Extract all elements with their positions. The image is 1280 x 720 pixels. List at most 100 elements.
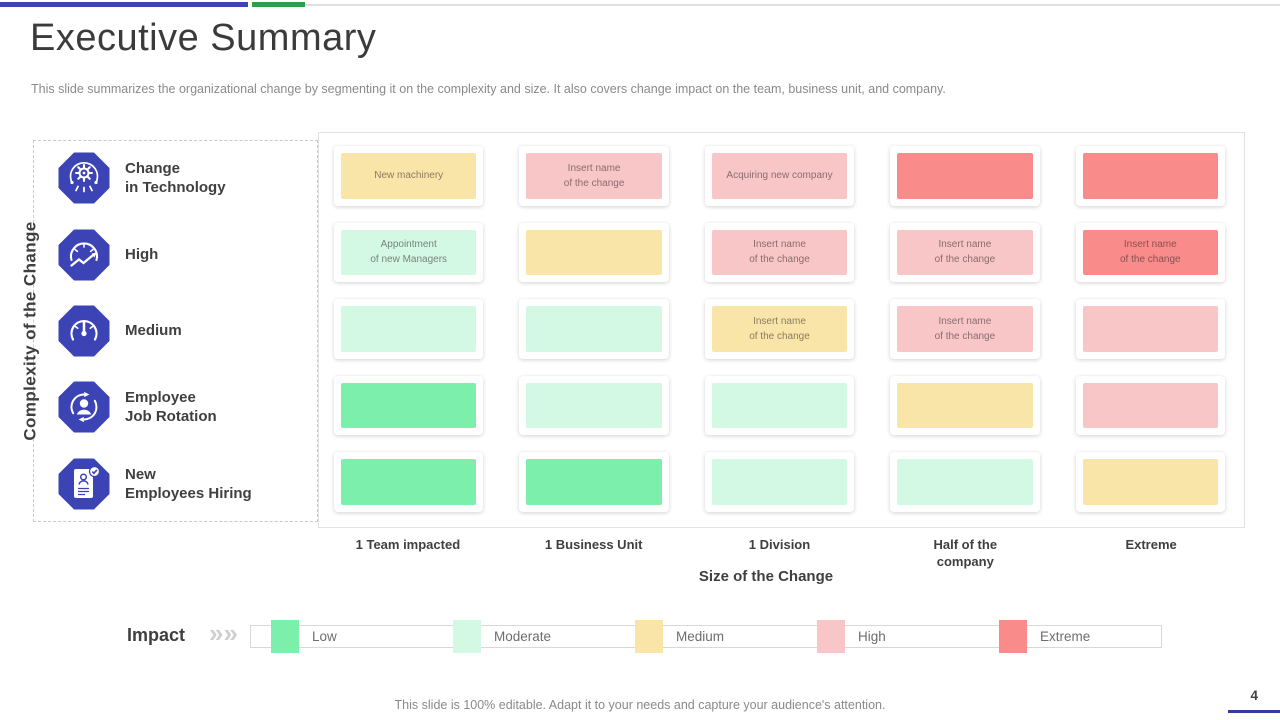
legend-swatch-low [271, 620, 299, 653]
matrix-cell-r1c1: New machinery [334, 146, 484, 206]
complexity-item-high-gauge: High [58, 216, 308, 292]
complexity-item-label: Employee Job Rotation [125, 389, 217, 426]
cell-text: Insert name of the change [749, 315, 810, 342]
cell-fill-high [1082, 306, 1218, 352]
cell-text: Acquiring new company [726, 170, 833, 182]
legend-label: High [858, 629, 886, 644]
matrix-cell-r5c1 [334, 452, 484, 512]
impact-matrix: New machinery Insert name of the change Ac… [318, 132, 1245, 528]
impact-legend-bar: Low Moderate Medium High Extreme [250, 620, 1162, 653]
medium-gauge-icon [58, 305, 110, 357]
legend-item-extreme: Extreme [979, 620, 1161, 653]
cell-text: New machinery [374, 170, 444, 182]
matrix-cell-r5c5 [1075, 452, 1225, 512]
cell-fill-low [341, 382, 477, 429]
high-gauge-icon [58, 229, 110, 281]
matrix-cell-r4c2 [519, 375, 669, 436]
complexity-item-label: Change in Technology [125, 160, 226, 197]
cell-fill-moderate [711, 459, 848, 505]
complexity-item-technology-change: Change in Technology [58, 140, 308, 216]
x-axis-label-1: 1 Team impacted [355, 537, 461, 552]
legend-swatch-extreme [999, 620, 1027, 653]
cell-fill-moderate [711, 382, 848, 429]
complexity-item-medium-gauge: Medium [58, 293, 308, 369]
cell-fill-moderate [526, 306, 662, 352]
topbar-divider-line [305, 4, 1280, 6]
cell-fill-extreme [897, 153, 1033, 199]
cell-text: Appointment of new Managers [370, 239, 448, 266]
cell-fill-moderate [341, 306, 477, 352]
chevrons-icon: »» [209, 618, 238, 648]
cell-fill-high: Insert name of the change [526, 153, 662, 199]
legend-item-moderate: Moderate [433, 620, 615, 653]
matrix-cell-r4c5 [1075, 375, 1225, 436]
matrix-cell-r2c5: Insert name of the change [1075, 222, 1225, 283]
matrix-cell-r2c4: Insert name of the change [890, 222, 1040, 283]
cell-fill-extreme [1082, 153, 1218, 199]
legend-swatch-moderate [453, 620, 481, 653]
x-axis-label-5: Extreme [1125, 537, 1177, 552]
complexity-item-job-rotation: Employee Job Rotation [58, 369, 308, 445]
cell-fill-high: Insert name of the change [711, 229, 848, 276]
complexity-item-label: Medium [125, 322, 182, 340]
cell-fill-high: Insert name of the change [897, 306, 1033, 352]
footer-note: This slide is 100% editable. Adapt it to… [394, 698, 886, 712]
legend-item-high: High [797, 620, 979, 653]
cell-fill-low [341, 459, 477, 505]
matrix-cell-r5c2 [519, 452, 669, 512]
cell-fill-medium: New machinery [341, 153, 477, 199]
matrix-cell-r2c3: Insert name of the change [704, 222, 855, 283]
cell-fill-moderate [526, 382, 662, 429]
matrix-cell-r5c4 [890, 452, 1040, 512]
legend-label: Extreme [1040, 629, 1091, 644]
slide-subtitle: This slide summarizes the organizational… [31, 82, 946, 96]
matrix-cell-r4c4 [890, 375, 1040, 436]
x-axis-labels: 1 Team impacted 1 Business Unit 1 Division… [318, 537, 1245, 571]
topbar-accent-blue [0, 2, 248, 7]
cell-text: Insert name of the change [934, 315, 996, 342]
matrix-cell-r4c3 [704, 375, 855, 436]
new-hiring-icon [58, 458, 110, 510]
complexity-item-label: High [125, 246, 159, 264]
legend-label: Moderate [494, 629, 552, 644]
complexity-panel-border [33, 140, 318, 522]
matrix-cell-r3c5 [1075, 299, 1225, 359]
matrix-cell-r1c2: Insert name of the change [519, 146, 669, 206]
complexity-rows: Change in Technology High Medium Employee J… [58, 140, 308, 522]
page-number: 4 [1250, 688, 1258, 703]
page-number-underline [1228, 710, 1280, 713]
cell-fill-high [1082, 382, 1218, 429]
x-axis-label-4: Half of the company [933, 537, 998, 569]
y-axis-title: Complexity of the Change [21, 221, 41, 441]
cell-text: Insert name of the change [563, 162, 625, 189]
technology-change-icon [58, 152, 110, 204]
y-axis-title-wrap: Complexity of the Change [12, 140, 50, 522]
matrix-cell-r1c4 [890, 146, 1040, 206]
page-title: Executive Summary [30, 17, 377, 59]
legend-item-low: Low [251, 620, 433, 653]
cell-text: Insert name of the change [934, 239, 996, 266]
x-axis-label-2: 1 Business Unit [544, 537, 643, 552]
cell-text: Insert name of the change [749, 239, 810, 266]
cell-fill-extreme: Insert name of the change [1082, 229, 1218, 276]
legend-label: Medium [676, 629, 725, 644]
matrix-cell-r5c3 [704, 452, 855, 512]
cell-fill-medium [1082, 459, 1218, 505]
cell-fill-high: Acquiring new company [711, 153, 848, 199]
matrix-cell-r4c1 [334, 375, 484, 436]
matrix-cell-r3c1 [334, 299, 484, 359]
x-axis-title: Size of the Change [698, 568, 834, 585]
cell-fill-medium [897, 382, 1033, 429]
complexity-item-label: New Employees Hiring [125, 465, 252, 502]
legend-swatch-medium [635, 620, 663, 653]
cell-fill-low [526, 459, 662, 505]
cell-fill-moderate: Appointment of new Managers [341, 229, 477, 276]
cell-fill-medium [526, 229, 662, 276]
complexity-item-new-hiring: New Employees Hiring [58, 446, 308, 522]
matrix-cell-r3c3: Insert name of the change [704, 299, 855, 359]
matrix-cell-r1c3: Acquiring new company [704, 146, 855, 206]
matrix-cell-r2c1: Appointment of new Managers [334, 222, 484, 283]
matrix-cell-r3c4: Insert name of the change [890, 299, 1040, 359]
cell-fill-moderate [897, 459, 1033, 505]
